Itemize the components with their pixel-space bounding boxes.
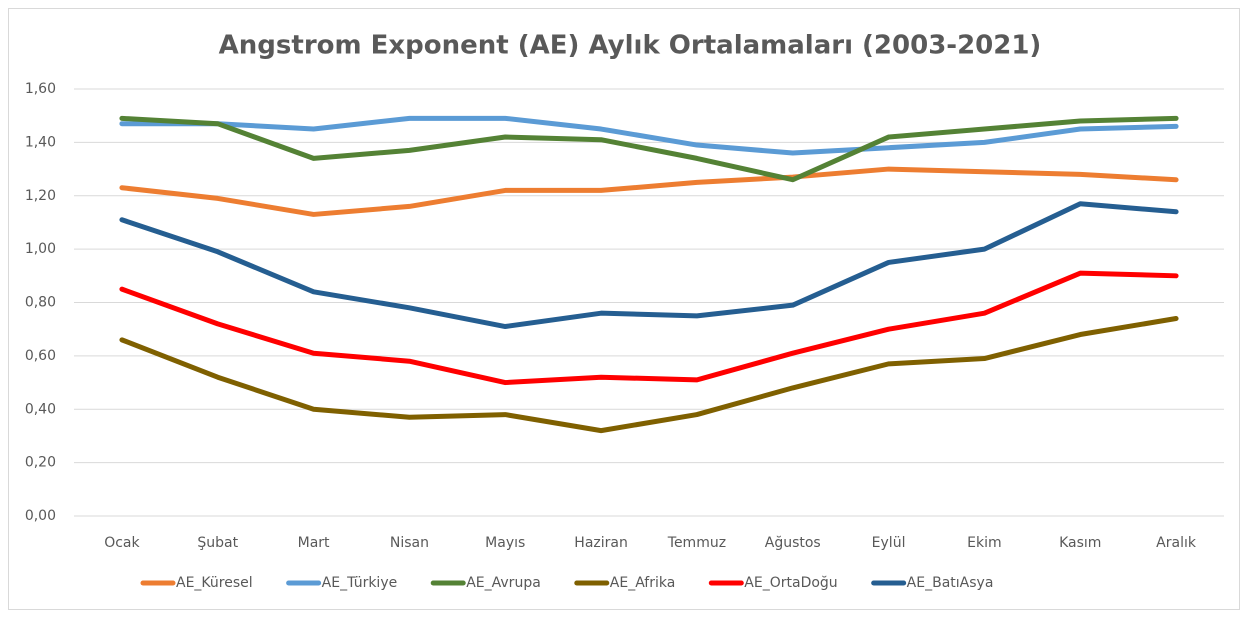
y-tick-label: 1,60: [25, 81, 56, 97]
legend-label: AE_Avrupa: [466, 575, 541, 591]
x-tick-label: Ekim: [967, 535, 1001, 551]
series-line: [119, 115, 1179, 183]
y-tick-label: 1,00: [25, 241, 56, 257]
legend-label: AE_BatıAsya: [907, 575, 994, 591]
x-tick-label: Aralık: [1156, 535, 1197, 551]
legend-label: AE_Afrika: [610, 575, 676, 591]
legend-label: AE_OrtaDoğu: [744, 575, 837, 591]
legend-label: AE_Türkiye: [322, 575, 398, 591]
legend-label: AE_Küresel: [176, 575, 253, 591]
series-line: [119, 270, 1179, 386]
y-tick-label: 0,00: [25, 508, 56, 524]
x-tick-label: Mayıs: [485, 535, 525, 551]
x-tick-label: Kasım: [1059, 535, 1101, 551]
y-tick-label: 0,40: [25, 401, 56, 417]
x-tick-label: Ağustos: [765, 535, 821, 551]
series-line: [119, 115, 1179, 156]
chart-border: [8, 8, 1240, 610]
x-tick-label: Nisan: [390, 535, 429, 551]
series-line: [119, 166, 1179, 217]
x-tick-label: Şubat: [197, 535, 238, 551]
chart-title: Angstrom Exponent (AE) Aylık Ortalamalar…: [219, 31, 1042, 61]
y-tick-label: 1,40: [25, 134, 56, 150]
x-tick-label: Ocak: [104, 535, 140, 551]
x-tick-label: Mart: [298, 535, 330, 551]
series-line: [119, 201, 1179, 330]
x-tick-label: Eylül: [872, 535, 906, 551]
y-tick-label: 0,20: [25, 455, 56, 471]
y-tick-label: 0,60: [25, 348, 56, 364]
series-line: [119, 316, 1179, 434]
y-tick-label: 0,80: [25, 295, 56, 311]
y-tick-label: 1,20: [25, 188, 56, 204]
x-tick-label: Haziran: [574, 535, 628, 551]
x-tick-label: Temmuz: [667, 535, 726, 551]
